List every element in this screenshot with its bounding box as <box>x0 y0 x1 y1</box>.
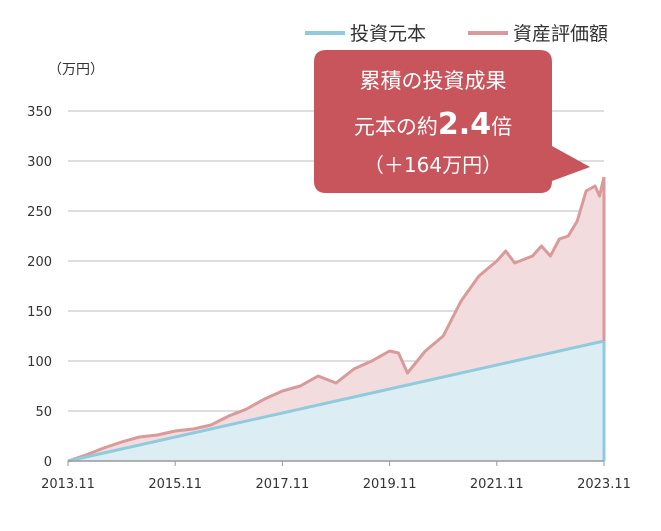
y-tick-label-350: 350 <box>27 105 52 120</box>
y-tick-label-150: 150 <box>27 305 52 320</box>
callout-line-2-prefix: 元本の約 <box>354 115 438 139</box>
y-tick-label-50: 50 <box>35 405 52 420</box>
x-tick-label-2015.11: 2015.11 <box>148 477 202 492</box>
x-tick-label-2021.11: 2021.11 <box>470 477 524 492</box>
callout-line-3: （＋164万円） <box>364 153 502 177</box>
annotation-callout: 累積の投資成果 元本の約2.4倍 （＋164万円） <box>314 50 590 193</box>
y-tick-label-250: 250 <box>27 205 52 220</box>
callout-line-2: 元本の約2.4倍 <box>354 107 512 142</box>
series-line-principal <box>67 339 605 463</box>
series-line-asset-value <box>67 176 606 463</box>
legend-item-asset-value: 資産評価額 <box>468 23 608 45</box>
x-tick-label-2017.11: 2017.11 <box>256 477 310 492</box>
y-axis-unit-label: （万円） <box>48 62 104 78</box>
y-tick-label-0: 0 <box>44 455 52 470</box>
y-axis-ticks: 0 50 100 150 200 250 300 350 <box>27 105 52 470</box>
callout-line-2-suffix: 倍 <box>491 115 512 139</box>
x-tick-label-2013.11: 2013.11 <box>41 477 95 492</box>
legend-label-asset-value: 資産評価額 <box>513 23 608 45</box>
x-tick-label-2019.11: 2019.11 <box>363 477 417 492</box>
callout-multiple-value: 2.4 <box>438 107 491 142</box>
legend: 投資元本 資産評価額 <box>305 23 608 45</box>
y-tick-label-300: 300 <box>27 155 52 170</box>
legend-item-principal: 投資元本 <box>305 23 426 45</box>
x-axis-ticks: 2013.11 2015.11 2017.11 2019.11 2021.11 2023.… <box>41 461 631 492</box>
x-tick-label-2023.11: 2023.11 <box>577 477 631 492</box>
chart-areas <box>67 176 606 463</box>
callout-line-1: 累積の投資成果 <box>360 69 507 93</box>
legend-label-principal: 投資元本 <box>350 23 426 45</box>
callout-bubble <box>314 50 590 193</box>
y-tick-label-200: 200 <box>27 255 52 270</box>
y-tick-label-100: 100 <box>27 355 52 370</box>
